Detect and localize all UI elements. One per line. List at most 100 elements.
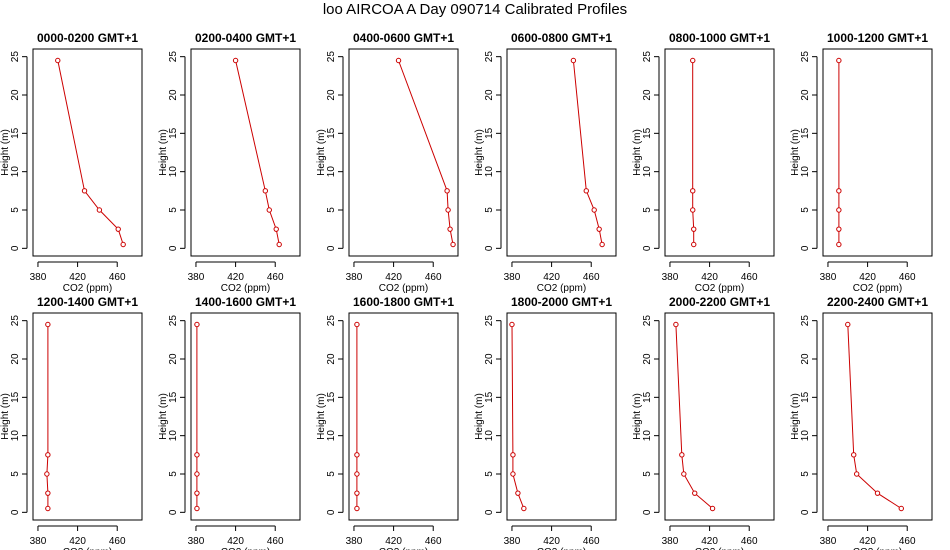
plot-frame	[506, 312, 617, 521]
x-tick-label: 460	[109, 536, 126, 547]
y-tick-label: 20	[642, 353, 653, 365]
y-axis-label: Height (m)	[474, 393, 485, 440]
y-tick-label: 25	[326, 315, 337, 327]
data-point	[81, 188, 88, 194]
y-tick-label: 25	[326, 51, 337, 63]
y-axis-label: Height (m)	[158, 129, 169, 176]
data-point	[836, 207, 842, 213]
y-tick-label: 15	[10, 127, 21, 139]
y-axis-label: Height (m)	[790, 393, 801, 440]
x-axis-label: CO2 (ppm)	[221, 283, 270, 294]
x-tick-label: 460	[267, 536, 284, 547]
y-tick-label: 15	[484, 127, 495, 139]
data-point	[45, 490, 51, 496]
x-tick-label: 460	[109, 272, 126, 283]
data-point	[445, 207, 451, 213]
data-point	[691, 226, 697, 232]
y-tick-label: 10	[800, 430, 811, 442]
panel-title: 1600-1800 GMT+1	[353, 295, 454, 309]
data-point	[115, 226, 121, 232]
data-point	[690, 188, 696, 194]
y-tick-label: 20	[10, 89, 21, 101]
data-point	[266, 207, 272, 213]
y-tick-label: 5	[326, 471, 337, 477]
x-axis-label: CO2 (ppm)	[695, 283, 744, 294]
x-tick-label: 460	[741, 272, 758, 283]
x-axis-label: CO2 (ppm)	[537, 283, 586, 294]
x-tick-label: 380	[30, 272, 47, 283]
y-tick-label: 10	[326, 430, 337, 442]
data-point	[120, 241, 126, 248]
y-tick-label: 25	[484, 315, 495, 327]
y-tick-label: 5	[10, 471, 21, 477]
y-tick-label: 0	[800, 245, 811, 251]
x-tick-label: 420	[543, 536, 560, 547]
x-axis-label: CO2 (ppm)	[537, 547, 586, 550]
y-axis-label: Height (m)	[0, 393, 11, 440]
x-tick-label: 420	[543, 272, 560, 283]
data-point	[570, 57, 577, 64]
figure-title: loo AIRCOA A Day 090714 Calibrated Profi…	[322, 1, 628, 18]
x-tick-label: 460	[583, 272, 600, 283]
panel-title: 2000-2200 GMT+1	[669, 295, 770, 309]
y-tick-label: 20	[800, 89, 811, 101]
plot-frame	[32, 48, 143, 257]
y-axis-label: Height (m)	[0, 129, 11, 176]
x-axis-label: CO2 (ppm)	[63, 547, 112, 550]
y-tick-label: 25	[168, 315, 179, 327]
series-line	[57, 60, 124, 245]
y-tick-label: 15	[168, 127, 179, 139]
data-point	[45, 505, 51, 512]
y-tick-label: 25	[10, 51, 21, 63]
y-tick-label: 20	[326, 353, 337, 365]
y-tick-label: 5	[484, 471, 495, 477]
plot-frame	[822, 312, 933, 521]
x-tick-label: 420	[69, 536, 86, 547]
x-tick-label: 380	[188, 272, 205, 283]
y-tick-label: 15	[642, 391, 653, 403]
y-tick-label: 20	[168, 89, 179, 101]
y-tick-label: 10	[168, 166, 179, 178]
y-tick-label: 0	[168, 509, 179, 515]
data-point	[232, 57, 239, 64]
data-point	[836, 57, 842, 64]
y-tick-label: 0	[326, 509, 337, 515]
data-point	[690, 57, 696, 64]
y-tick-label: 15	[10, 391, 21, 403]
panel-title: 1400-1600 GMT+1	[195, 295, 296, 309]
y-tick-label: 25	[800, 315, 811, 327]
plot-frame	[348, 48, 459, 257]
y-tick-label: 10	[10, 166, 21, 178]
data-point	[44, 471, 50, 477]
x-axis-label: CO2 (ppm)	[853, 283, 902, 294]
plot-frame	[822, 48, 933, 257]
y-axis-label: Height (m)	[790, 129, 801, 176]
y-tick-label: 25	[800, 51, 811, 63]
y-tick-label: 5	[484, 207, 495, 213]
y-tick-label: 20	[484, 353, 495, 365]
y-tick-label: 0	[484, 509, 495, 515]
data-point	[354, 321, 360, 328]
y-tick-label: 20	[168, 353, 179, 365]
data-point	[45, 452, 51, 458]
data-point	[851, 452, 857, 458]
data-point	[354, 452, 360, 458]
y-tick-label: 10	[484, 430, 495, 442]
data-point	[836, 188, 842, 194]
data-point	[709, 505, 716, 512]
x-axis-label: CO2 (ppm)	[379, 283, 428, 294]
data-point	[194, 490, 200, 496]
data-point	[692, 490, 698, 496]
data-point	[673, 321, 679, 328]
data-point	[845, 321, 851, 328]
x-tick-label: 380	[662, 272, 679, 283]
data-point	[450, 241, 456, 248]
y-tick-label: 5	[168, 471, 179, 477]
